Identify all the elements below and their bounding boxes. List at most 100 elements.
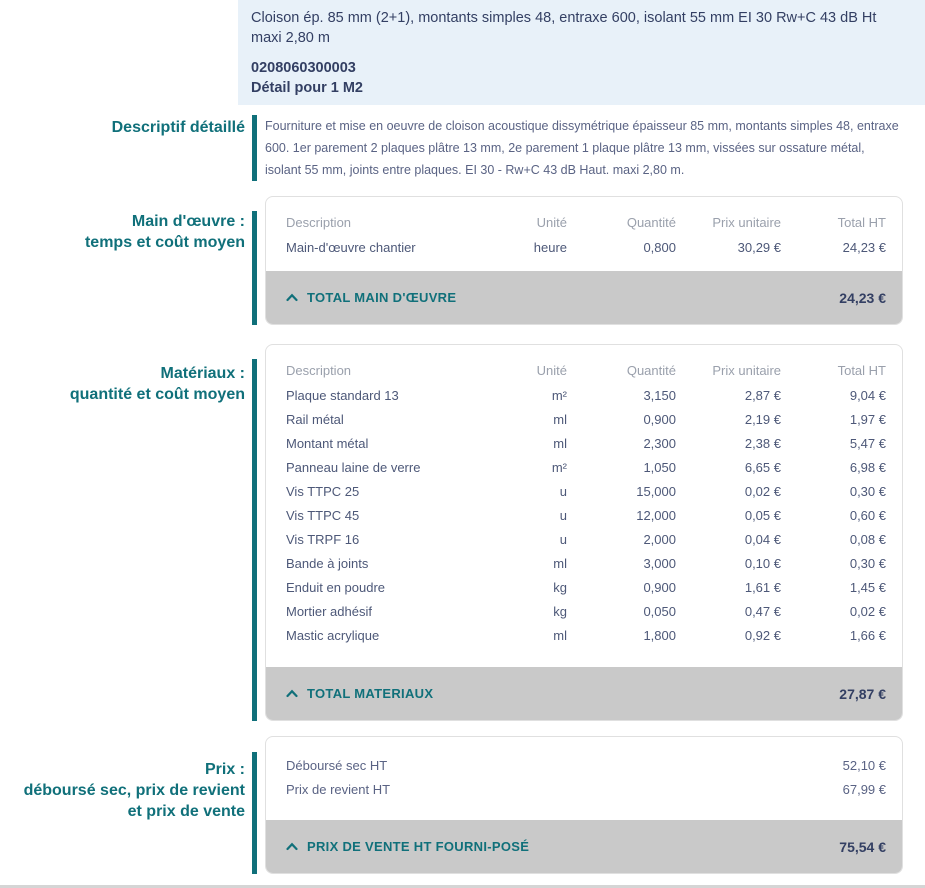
descriptif-label: Descriptif détaillé: [111, 119, 245, 136]
cell-total-ht: 9,04 €: [849, 387, 886, 403]
prix-revient-value: 67,99 €: [842, 781, 886, 797]
total-materiaux-row[interactable]: TOTAL MATERIAUX 27,87 €: [266, 667, 902, 721]
total-main-oeuvre-row[interactable]: TOTAL MAIN D'ŒUVRE 24,23 €: [266, 271, 902, 325]
cell-quantite: 0,050: [643, 603, 676, 619]
table-row: Rail métal ml 0,900 2,19 € 1,97 €: [266, 407, 902, 431]
section-main-oeuvre: Main d'œuvre : temps et coût moyen Descr…: [0, 196, 925, 326]
cell-prix-unitaire: 0,02 €: [744, 483, 781, 499]
prix-vente-row[interactable]: PRIX DE VENTE HT FOURNI-POSÉ 75,54 €: [266, 820, 902, 874]
table-row: Vis TTPC 45 u 12,000 0,05 € 0,60 €: [266, 503, 902, 527]
cell-unite: heure: [533, 239, 567, 255]
cell-total-ht: 1,97 €: [849, 411, 886, 427]
cell-prix-unitaire: 0,92 €: [744, 627, 781, 643]
section-descriptif: Descriptif détaillé Fourniture et mise e…: [0, 115, 925, 182]
col-prix-unitaire: Prix unitaire: [712, 362, 781, 378]
cell-prix-unitaire: 0,04 €: [744, 531, 781, 547]
cell-total-ht: 0,30 €: [849, 555, 886, 571]
section-accent-bar: [252, 359, 257, 722]
main-oeuvre-label-line1: Main d'œuvre :: [131, 213, 245, 231]
chevron-up-icon: [286, 839, 298, 854]
cell-quantite: 0,900: [643, 411, 676, 427]
section-prix: Prix : déboursé sec, prix de revient et …: [0, 736, 925, 875]
cell-prix-unitaire: 30,29 €: [737, 239, 781, 255]
cell-quantite: 15,000: [636, 483, 676, 499]
col-description: Description: [286, 362, 352, 378]
cell-unite: m²: [551, 459, 567, 475]
prix-vente-value: 75,54 €: [839, 838, 886, 855]
cell-unite: kg: [553, 603, 567, 619]
total-materiaux-value: 27,87 €: [839, 685, 886, 702]
cell-description: Vis TTPC 25: [286, 483, 360, 499]
col-total-ht: Total HT: [837, 362, 886, 378]
table-row: Montant métal ml 2,300 2,38 € 5,47 €: [266, 431, 902, 455]
cell-prix-unitaire: 2,87 €: [744, 387, 781, 403]
cell-prix-unitaire: 2,19 €: [744, 411, 781, 427]
cell-prix-unitaire: 6,65 €: [744, 459, 781, 475]
total-main-oeuvre-label: TOTAL MAIN D'ŒUVRE: [307, 290, 457, 306]
col-description: Description: [286, 214, 352, 230]
materiaux-label-line2: quantité et coût moyen: [69, 386, 245, 404]
section-accent-bar: [252, 752, 257, 875]
cell-quantite: 3,150: [643, 387, 676, 403]
cell-description: Montant métal: [286, 435, 369, 451]
cell-prix-unitaire: 0,47 €: [744, 603, 781, 619]
materiaux-label: Matériaux : quantité et coût moyen: [0, 344, 245, 721]
table-row: Mortier adhésif kg 0,050 0,47 € 0,02 €: [266, 599, 902, 623]
table-row: Panneau laine de verre m² 1,050 6,65 € 6…: [266, 455, 902, 479]
cell-unite: m²: [551, 387, 567, 403]
table-row: Vis TRPF 16 u 2,000 0,04 € 0,08 €: [266, 527, 902, 551]
table-header-row: Description Unité Quantité Prix unitaire…: [266, 209, 902, 235]
prix-label-line3: et prix de vente: [127, 803, 245, 821]
cell-unite: u: [559, 531, 567, 547]
cell-unite: kg: [553, 579, 567, 595]
cell-prix-unitaire: 1,61 €: [744, 579, 781, 595]
product-title: Cloison ép. 85 mm (2+1), montants simple…: [251, 10, 877, 46]
chevron-up-icon: [286, 290, 298, 305]
prix-vente-label: PRIX DE VENTE HT FOURNI-POSÉ: [307, 839, 530, 855]
cell-prix-unitaire: 2,38 €: [744, 435, 781, 451]
total-materiaux-label: TOTAL MATERIAUX: [307, 686, 434, 702]
cell-description: Enduit en poudre: [286, 579, 386, 595]
materiaux-label-line1: Matériaux :: [160, 365, 245, 383]
cell-unite: ml: [553, 627, 567, 643]
table-row: Main-d'œuvre chantier heure 0,800 30,29 …: [266, 235, 902, 259]
cell-quantite: 12,000: [636, 507, 676, 523]
col-quantite: Quantité: [626, 214, 676, 230]
col-unite: Unité: [536, 362, 567, 378]
section-accent-bar: [252, 211, 257, 326]
cell-description: Vis TRPF 16: [286, 531, 360, 547]
table-row: Prix de revient HT 67,99 €: [266, 777, 902, 801]
cell-total-ht: 6,98 €: [849, 459, 886, 475]
cell-description: Mastic acrylique: [286, 627, 380, 643]
cell-quantite: 1,800: [643, 627, 676, 643]
cell-description: Bande à joints: [286, 555, 369, 571]
materiaux-table: Description Unité Quantité Prix unitaire…: [265, 344, 903, 722]
cell-total-ht: 24,23 €: [842, 239, 886, 255]
product-header: Cloison ép. 85 mm (2+1), montants simple…: [238, 0, 925, 105]
cell-total-ht: 0,30 €: [849, 483, 886, 499]
main-oeuvre-table: Description Unité Quantité Prix unitaire…: [265, 196, 903, 326]
main-oeuvre-label-line2: temps et coût moyen: [84, 234, 245, 252]
table-row: Déboursé sec HT 52,10 €: [266, 753, 902, 777]
cell-description: Mortier adhésif: [286, 603, 372, 619]
cell-quantite: 2,000: [643, 531, 676, 547]
cell-prix-unitaire: 0,10 €: [744, 555, 781, 571]
prix-label-line2: déboursé sec, prix de revient: [23, 782, 245, 800]
main-oeuvre-label: Main d'œuvre : temps et coût moyen: [0, 196, 245, 325]
cell-quantite: 0,800: [643, 239, 676, 255]
prix-revient-label: Prix de revient HT: [286, 781, 391, 797]
prix-label-line1: Prix :: [204, 761, 245, 779]
table-row: Plaque standard 13 m² 3,150 2,87 € 9,04 …: [266, 383, 902, 407]
cell-description: Main-d'œuvre chantier: [286, 239, 416, 255]
section-accent-bar: [252, 115, 257, 182]
cell-total-ht: 0,08 €: [849, 531, 886, 547]
detail-unit-label: Détail pour 1 M2: [251, 80, 363, 96]
cell-unite: ml: [553, 555, 567, 571]
cell-total-ht: 1,66 €: [849, 627, 886, 643]
cell-description: Panneau laine de verre: [286, 459, 421, 475]
section-materiaux: Matériaux : quantité et coût moyen Descr…: [0, 344, 925, 722]
descriptif-text: Fourniture et mise en oeuvre de cloison …: [265, 119, 899, 177]
cell-total-ht: 5,47 €: [849, 435, 886, 451]
cell-total-ht: 0,02 €: [849, 603, 886, 619]
cell-unite: u: [559, 483, 567, 499]
